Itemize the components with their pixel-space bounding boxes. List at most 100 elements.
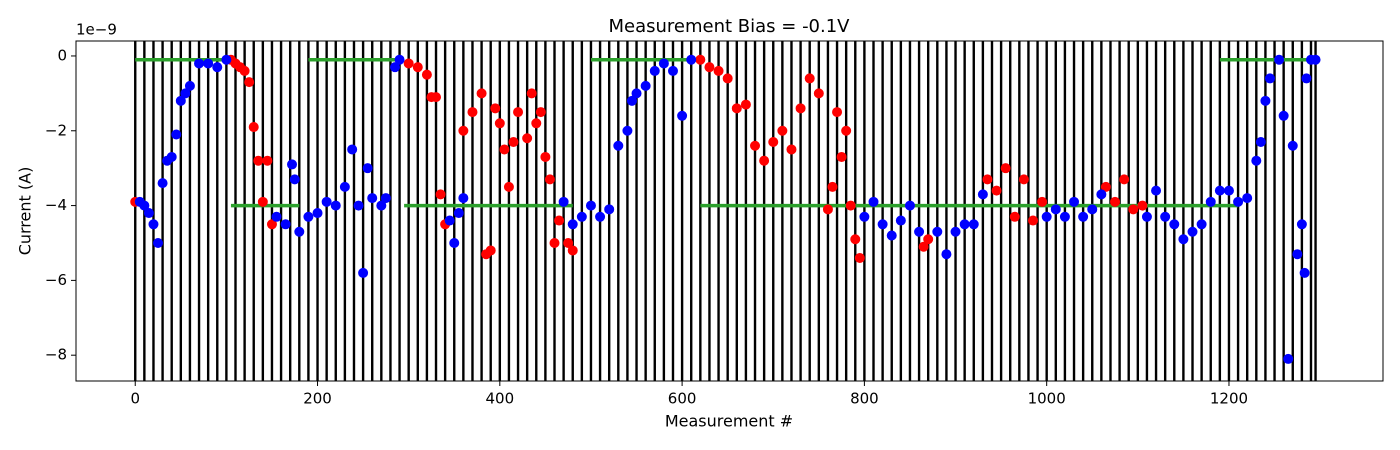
point (1264, 73, 1275, 84)
point (595, 211, 606, 222)
point (453, 208, 464, 219)
point (859, 211, 870, 222)
point (1242, 193, 1253, 204)
point (1078, 211, 1089, 222)
point (832, 107, 843, 118)
point (180, 88, 191, 99)
point (449, 237, 460, 248)
point (750, 140, 761, 151)
point (148, 219, 159, 230)
point (262, 155, 273, 166)
point (567, 219, 578, 230)
point (175, 95, 186, 106)
point (1096, 189, 1107, 200)
point (713, 65, 724, 76)
point (622, 125, 633, 136)
point (554, 215, 565, 226)
y-tick-label: −2 (45, 121, 67, 139)
point (303, 211, 314, 222)
point (1223, 185, 1234, 196)
point (841, 125, 852, 136)
point (686, 54, 697, 65)
point (1151, 185, 1162, 196)
point (157, 178, 168, 189)
point (503, 181, 514, 192)
point (658, 58, 669, 69)
point (563, 237, 574, 248)
point (649, 65, 660, 76)
point (576, 211, 587, 222)
point (212, 62, 223, 73)
point (1050, 204, 1061, 215)
point (613, 140, 624, 151)
point (367, 193, 378, 204)
point (982, 174, 993, 185)
point (740, 99, 751, 110)
point (1260, 95, 1271, 106)
point (877, 219, 888, 230)
point (731, 103, 742, 114)
point (444, 215, 455, 226)
x-tick-label: 600 (668, 390, 697, 408)
point (321, 196, 332, 207)
point (1028, 215, 1039, 226)
point (759, 155, 770, 166)
point (1087, 204, 1098, 215)
point (941, 249, 952, 260)
point (1041, 211, 1052, 222)
point (347, 144, 358, 155)
x-tick-label: 0 (130, 390, 140, 408)
point (1110, 196, 1121, 207)
point (271, 211, 282, 222)
plot-frame (75, 40, 1384, 382)
point (403, 58, 414, 69)
point (531, 118, 542, 129)
point (1137, 200, 1148, 211)
point (991, 185, 1002, 196)
point (1037, 196, 1048, 207)
point (1233, 196, 1244, 207)
x-tick-label: 1000 (1028, 390, 1066, 408)
x-tick-label: 200 (303, 390, 332, 408)
point (253, 155, 264, 166)
point (1283, 353, 1294, 364)
point (695, 54, 706, 65)
point (1141, 211, 1152, 222)
point (490, 103, 501, 114)
y-axis-label: Current (A) (16, 167, 35, 256)
point (458, 193, 469, 204)
point (244, 77, 255, 88)
point (1292, 249, 1303, 260)
point (184, 80, 195, 91)
point (1119, 174, 1130, 185)
point (221, 54, 232, 65)
point (257, 196, 268, 207)
point (1160, 211, 1171, 222)
point (522, 133, 533, 144)
point (932, 226, 943, 237)
point (968, 219, 979, 230)
point (526, 88, 537, 99)
point (640, 80, 651, 91)
point (1018, 174, 1029, 185)
point (280, 219, 291, 230)
point (153, 237, 164, 248)
point (813, 88, 824, 99)
point (458, 125, 469, 136)
point (362, 163, 373, 174)
point (667, 65, 678, 76)
point (914, 226, 925, 237)
point (287, 159, 298, 170)
point (540, 151, 551, 162)
point (822, 204, 833, 215)
point (1299, 267, 1310, 278)
point (918, 241, 929, 252)
chart-title: Measurement Bias = -0.1V (608, 16, 850, 37)
point (513, 107, 524, 118)
point (850, 234, 861, 245)
point (585, 200, 596, 211)
x-axis-label: Measurement # (665, 412, 793, 431)
point (289, 174, 300, 185)
point (768, 136, 779, 147)
